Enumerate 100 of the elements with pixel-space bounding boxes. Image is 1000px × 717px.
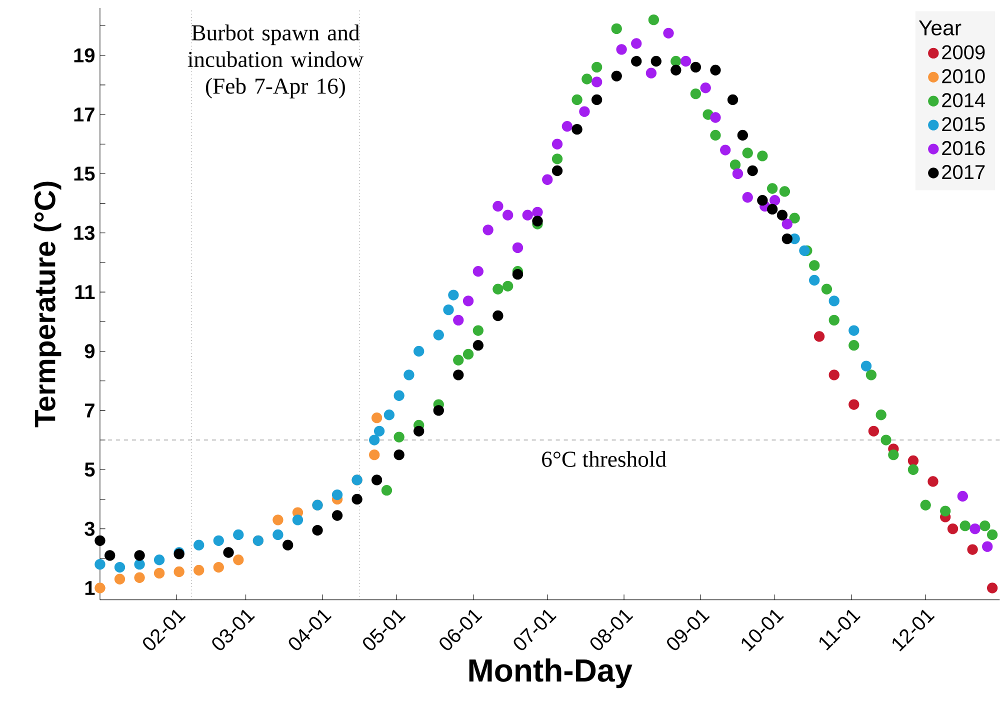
point [369, 450, 380, 460]
point [591, 62, 602, 73]
point [737, 130, 748, 141]
point [394, 390, 404, 402]
legend-label: 2015 [942, 117, 985, 132]
point [611, 23, 622, 34]
point [730, 160, 741, 170]
point [443, 304, 454, 316]
point [980, 520, 990, 532]
point [828, 314, 840, 326]
ref-line-label: 6°C threshold [542, 451, 666, 468]
point [332, 510, 343, 521]
point [732, 168, 744, 180]
point [920, 500, 931, 511]
point [591, 94, 602, 106]
point [414, 426, 424, 437]
point [779, 186, 790, 197]
point [957, 491, 968, 502]
point [809, 275, 820, 286]
point [312, 525, 323, 536]
y-tick-label: 19 [74, 48, 95, 63]
y-tick-label: 5 [84, 462, 95, 477]
point [848, 325, 860, 336]
point [747, 166, 758, 176]
point [433, 330, 444, 340]
point [848, 399, 860, 410]
point [394, 432, 404, 443]
y-axis-title: Termperature (°C) [34, 182, 62, 428]
point [782, 234, 792, 244]
legend-label: 2016 [942, 141, 985, 156]
point [960, 520, 970, 532]
point [591, 76, 602, 88]
point [404, 370, 414, 380]
point [690, 62, 702, 73]
point [384, 410, 395, 420]
point [381, 485, 392, 496]
point [720, 144, 731, 156]
point [492, 201, 504, 212]
point [928, 476, 938, 487]
point [814, 331, 825, 342]
point [371, 474, 382, 486]
point [876, 410, 886, 420]
point [272, 529, 284, 540]
y-tick-label: 1 [85, 581, 95, 595]
point [414, 346, 424, 357]
y-tick-label: 17 [74, 108, 94, 122]
point [908, 456, 919, 466]
y-tick-label: 11 [75, 285, 95, 300]
point [472, 340, 484, 351]
point [394, 450, 404, 460]
point [710, 112, 721, 123]
point [552, 138, 563, 150]
point [868, 426, 880, 437]
point [369, 434, 380, 446]
point [522, 210, 533, 221]
point [821, 284, 832, 295]
point [970, 524, 980, 534]
point [616, 44, 627, 55]
y-tick-label: 13 [74, 226, 95, 240]
point [482, 224, 494, 236]
point [631, 56, 642, 67]
point [967, 544, 978, 555]
point [374, 426, 385, 437]
point [542, 174, 553, 186]
point [727, 94, 738, 106]
point [769, 195, 780, 206]
point [472, 266, 484, 277]
point [880, 434, 892, 446]
point [502, 210, 514, 221]
point [940, 506, 951, 516]
point [782, 218, 792, 230]
y-tick-label: 9 [84, 344, 95, 358]
point [908, 464, 919, 476]
point [848, 340, 860, 351]
point [742, 148, 753, 158]
point [670, 64, 682, 76]
point [650, 56, 662, 67]
point [631, 38, 642, 49]
x-axis-title: Month-Day [469, 658, 632, 688]
point [690, 88, 702, 100]
point [512, 269, 524, 280]
point [453, 354, 464, 366]
point [562, 121, 572, 132]
point [860, 360, 872, 372]
point [776, 210, 788, 221]
point [552, 166, 563, 176]
point [646, 68, 657, 79]
point [611, 70, 622, 82]
y-tick-label: 3 [84, 522, 95, 536]
point [512, 242, 524, 254]
point [532, 216, 543, 226]
point [579, 106, 590, 117]
point [453, 370, 464, 380]
point [492, 284, 504, 295]
point [572, 124, 582, 135]
point [572, 94, 582, 106]
point [700, 82, 711, 94]
point [710, 64, 721, 76]
point [710, 130, 721, 141]
point [766, 204, 778, 215]
